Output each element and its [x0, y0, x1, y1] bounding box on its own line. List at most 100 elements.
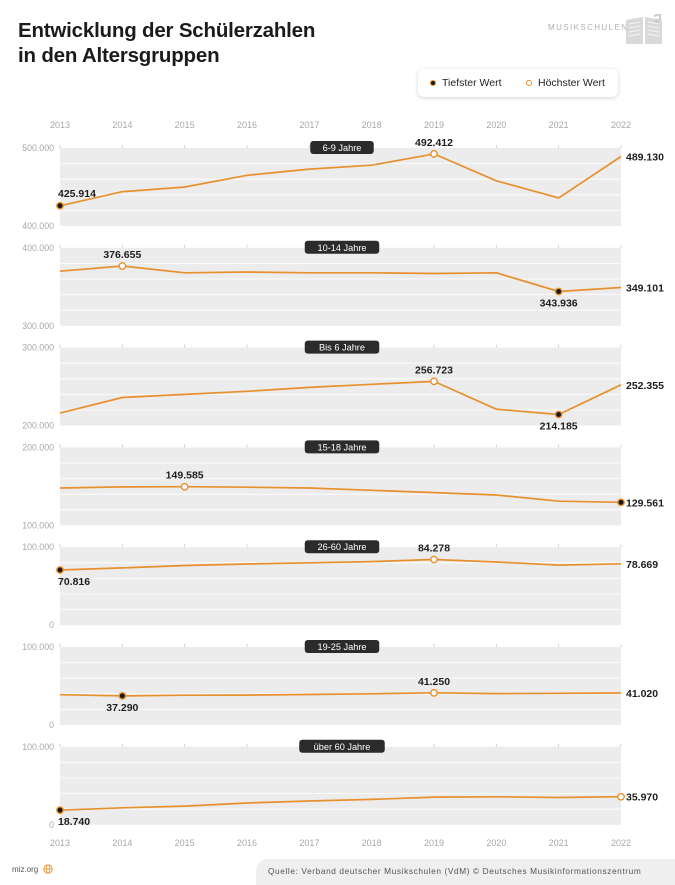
chart-title: Entwicklung der Schülerzahlen in den Alt… [18, 18, 438, 68]
y-tick-label-min: 400.000 [22, 221, 54, 231]
panel-badge [304, 340, 380, 354]
x-tick-label-bottom: 2017 [299, 838, 319, 848]
high-marker [430, 150, 438, 158]
chart-area: 2013 2013 2014 2014 2015 2015 2016 2016 2017 2017… [22, 120, 664, 848]
y-tick-label-max: 400.000 [22, 243, 54, 253]
low-value-label: 425.914 [58, 188, 96, 200]
y-tick-label-min: 0 [49, 820, 54, 830]
y-tick-label-min: 100.000 [22, 520, 54, 530]
high-marker [180, 482, 189, 491]
high-value-label: 41.250 [418, 676, 450, 688]
footer-site[interactable]: miz.org [12, 864, 53, 874]
series-line [59, 795, 622, 812]
panel-name: Bis 6 Jahre [319, 343, 365, 353]
low-value-label: 37.290 [106, 702, 138, 714]
brand-name: MUSIKSCHULEN [548, 23, 629, 32]
series-line [59, 485, 622, 504]
series-line [59, 691, 622, 697]
x-tick-label-top: 2017 [299, 120, 319, 130]
end-value-label: 349.101 [626, 283, 664, 295]
low-value-marker-icon [430, 80, 436, 86]
panel-badge [304, 440, 380, 454]
low-marker [617, 498, 625, 507]
high-value-label: 149.585 [166, 470, 204, 482]
high-marker [430, 555, 438, 564]
high-value-label: 35.970 [626, 792, 658, 804]
series-line [59, 265, 622, 293]
x-tick-label-top: 2019 [424, 120, 444, 130]
high-value-label: 84.278 [418, 542, 450, 554]
panel-name: über 60 Jahre [314, 742, 371, 752]
low-value-label: 129.561 [626, 497, 664, 509]
low-value-label: 214.185 [540, 421, 578, 433]
x-tick-label-top: 2013 [50, 120, 70, 130]
panel-name: 6-9 Jahre [323, 143, 362, 153]
low-marker [56, 566, 64, 574]
y-tick-label-min: 0 [49, 620, 54, 630]
high-marker [430, 688, 438, 697]
x-tick-label-top: 2021 [549, 120, 569, 130]
book-icon [626, 14, 662, 44]
low-value-label: 343.936 [540, 298, 578, 310]
x-tick-label-bottom: 2014 [112, 838, 132, 848]
x-tick-label-top: 2022 [611, 120, 631, 130]
x-tick-label-top: 2018 [362, 120, 382, 130]
end-value-label: 78.669 [626, 559, 658, 571]
x-tick-label-top: 2015 [175, 120, 195, 130]
x-tick-label-top: 2014 [112, 120, 132, 130]
title-line-2: in den Altersgruppen [18, 44, 220, 67]
high-marker [617, 792, 625, 801]
y-tick-label-min: 300.000 [22, 321, 54, 331]
x-tick-label-bottom: 2022 [611, 838, 631, 848]
panel-band [60, 247, 621, 326]
legend: Tiefster Wert Höchster Wert [418, 69, 618, 97]
legend-high-label: Höchster Wert [538, 77, 605, 89]
globe-icon [43, 864, 53, 874]
x-tick-label-top: 2020 [486, 120, 506, 130]
panel-badge [304, 240, 380, 254]
end-value-label: 41.020 [626, 688, 658, 700]
end-value-label: 252.355 [626, 380, 664, 392]
panel-badge [304, 540, 380, 554]
panel-band [60, 148, 621, 226]
panel-band [60, 547, 621, 626]
panel-badge [310, 141, 374, 154]
y-tick-label-max: 300.000 [22, 343, 54, 353]
legend-item-low: Tiefster Wert [430, 77, 502, 89]
high-value-label: 376.655 [103, 249, 141, 261]
x-tick-label-bottom: 2013 [50, 838, 70, 848]
low-marker [554, 287, 563, 296]
series-line [59, 153, 622, 207]
legend-item-high: Höchster Wert [526, 77, 605, 89]
panel-name: 10-14 Jahre [317, 243, 366, 253]
x-tick-label-bottom: 2016 [237, 838, 257, 848]
panel-badge [299, 739, 385, 753]
y-tick-label-max: 200.000 [22, 442, 54, 452]
low-marker [56, 201, 64, 210]
low-marker [56, 806, 64, 815]
source-note: Quelle: Verband deutscher Musikschulen (… [256, 859, 675, 885]
x-tick-label-top: 2016 [237, 120, 257, 130]
panel-name: 26-60 Jahre [317, 542, 366, 552]
panel-band [60, 746, 621, 825]
low-marker [554, 410, 563, 419]
panel-badge [304, 640, 380, 653]
x-tick-label-bottom: 2020 [486, 838, 506, 848]
y-tick-label-max: 500.000 [22, 143, 54, 153]
panel-name: 15-18 Jahre [317, 442, 366, 452]
low-value-label: 18.740 [58, 816, 90, 828]
legend-low-label: Tiefster Wert [442, 77, 502, 89]
high-value-marker-icon [526, 80, 532, 86]
y-tick-label-max: 100.000 [22, 642, 54, 652]
series-line [59, 380, 622, 416]
y-tick-label-min: 0 [49, 720, 54, 730]
high-value-label: 492.412 [415, 137, 453, 149]
x-tick-label-bottom: 2019 [424, 838, 444, 848]
x-tick-label-bottom: 2015 [175, 838, 195, 848]
site-link[interactable]: miz.org [12, 864, 39, 874]
high-marker [430, 377, 438, 386]
title-line-1: Entwicklung der Schülerzahlen [18, 19, 316, 42]
series-line [59, 558, 622, 571]
x-tick-label-bottom: 2021 [549, 838, 569, 848]
panel-name: 19-25 Jahre [317, 642, 366, 652]
